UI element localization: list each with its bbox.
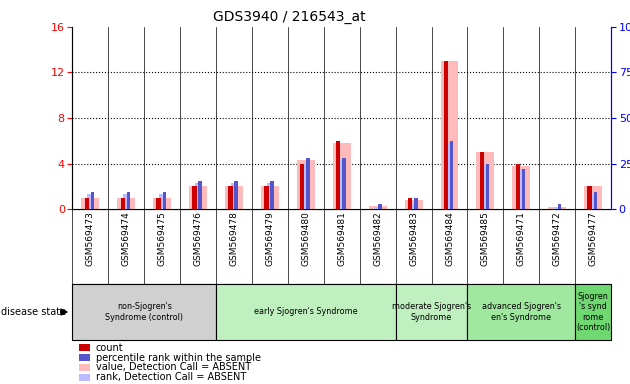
Bar bbox=[120, 198, 125, 209]
Bar bbox=[404, 200, 423, 209]
Bar bbox=[228, 187, 232, 209]
Bar bbox=[554, 207, 561, 209]
Bar bbox=[270, 181, 274, 209]
Text: GSM569474: GSM569474 bbox=[122, 212, 131, 266]
Bar bbox=[584, 187, 602, 209]
Bar bbox=[297, 160, 315, 209]
Bar bbox=[587, 187, 592, 209]
Bar bbox=[450, 141, 454, 209]
Bar bbox=[87, 194, 94, 209]
Bar bbox=[512, 166, 530, 209]
Bar bbox=[264, 187, 268, 209]
Text: GSM569476: GSM569476 bbox=[193, 212, 203, 266]
Bar bbox=[518, 169, 525, 209]
Bar bbox=[476, 152, 495, 209]
Text: value, Detection Call = ABSENT: value, Detection Call = ABSENT bbox=[96, 362, 251, 372]
Text: GSM569478: GSM569478 bbox=[229, 212, 239, 266]
Bar bbox=[414, 198, 418, 209]
Bar bbox=[84, 198, 89, 209]
Bar bbox=[338, 160, 345, 209]
Bar bbox=[127, 192, 130, 209]
Text: early Sjogren's Syndrome: early Sjogren's Syndrome bbox=[254, 308, 358, 316]
Bar bbox=[378, 204, 382, 209]
Bar bbox=[163, 192, 166, 209]
Text: GSM569483: GSM569483 bbox=[409, 212, 418, 266]
Text: GSM569482: GSM569482 bbox=[373, 212, 382, 266]
Bar bbox=[231, 183, 238, 209]
Bar bbox=[192, 187, 197, 209]
Bar bbox=[333, 143, 351, 209]
Bar bbox=[225, 187, 243, 209]
Text: GSM569475: GSM569475 bbox=[158, 212, 167, 266]
Text: GSM569472: GSM569472 bbox=[553, 212, 562, 266]
Text: Sjogren
's synd
rome
(control): Sjogren 's synd rome (control) bbox=[576, 292, 610, 332]
Bar bbox=[410, 204, 417, 209]
Text: GSM569480: GSM569480 bbox=[301, 212, 311, 266]
Bar bbox=[446, 143, 453, 209]
FancyBboxPatch shape bbox=[72, 284, 216, 340]
Bar bbox=[153, 198, 171, 209]
Bar bbox=[306, 158, 310, 209]
Bar bbox=[444, 61, 448, 209]
Bar bbox=[81, 198, 100, 209]
Bar bbox=[548, 207, 566, 209]
FancyBboxPatch shape bbox=[467, 284, 575, 340]
Bar bbox=[342, 158, 346, 209]
Bar bbox=[91, 192, 94, 209]
FancyBboxPatch shape bbox=[575, 284, 611, 340]
Bar bbox=[117, 198, 135, 209]
Bar bbox=[558, 204, 561, 209]
Text: count: count bbox=[96, 343, 123, 353]
Text: GSM569479: GSM569479 bbox=[265, 212, 275, 266]
Text: GSM569473: GSM569473 bbox=[86, 212, 95, 266]
Bar bbox=[522, 169, 525, 209]
Bar bbox=[198, 181, 202, 209]
Bar bbox=[593, 192, 597, 209]
FancyBboxPatch shape bbox=[396, 284, 467, 340]
Bar bbox=[189, 187, 207, 209]
Bar bbox=[440, 61, 459, 209]
Bar bbox=[590, 194, 597, 209]
Bar bbox=[195, 183, 202, 209]
Text: disease state: disease state bbox=[1, 307, 66, 317]
Bar bbox=[336, 141, 340, 209]
Bar bbox=[479, 152, 484, 209]
Bar bbox=[486, 164, 490, 209]
Text: GSM569481: GSM569481 bbox=[337, 212, 346, 266]
Text: rank, Detection Call = ABSENT: rank, Detection Call = ABSENT bbox=[96, 372, 246, 382]
Text: GDS3940 / 216543_at: GDS3940 / 216543_at bbox=[214, 10, 366, 23]
Bar bbox=[482, 165, 489, 209]
Bar bbox=[369, 206, 387, 209]
Bar bbox=[123, 194, 130, 209]
Bar bbox=[261, 187, 279, 209]
Text: moderate Sjogren's
Syndrome: moderate Sjogren's Syndrome bbox=[392, 302, 471, 322]
Bar bbox=[300, 164, 304, 209]
Text: GSM569477: GSM569477 bbox=[588, 212, 598, 266]
Bar bbox=[266, 183, 273, 209]
Bar bbox=[515, 164, 520, 209]
Text: GSM569484: GSM569484 bbox=[445, 212, 454, 266]
Text: non-Sjogren's
Syndrome (control): non-Sjogren's Syndrome (control) bbox=[105, 302, 183, 322]
Text: GSM569471: GSM569471 bbox=[517, 212, 526, 266]
Text: GSM569485: GSM569485 bbox=[481, 212, 490, 266]
Text: advanced Sjogren's
en's Syndrome: advanced Sjogren's en's Syndrome bbox=[482, 302, 561, 322]
Bar bbox=[374, 207, 381, 209]
Bar bbox=[159, 194, 166, 209]
Text: percentile rank within the sample: percentile rank within the sample bbox=[96, 353, 261, 362]
Bar bbox=[234, 181, 238, 209]
FancyBboxPatch shape bbox=[216, 284, 396, 340]
Bar bbox=[302, 164, 309, 209]
Bar bbox=[156, 198, 161, 209]
Bar bbox=[408, 198, 412, 209]
